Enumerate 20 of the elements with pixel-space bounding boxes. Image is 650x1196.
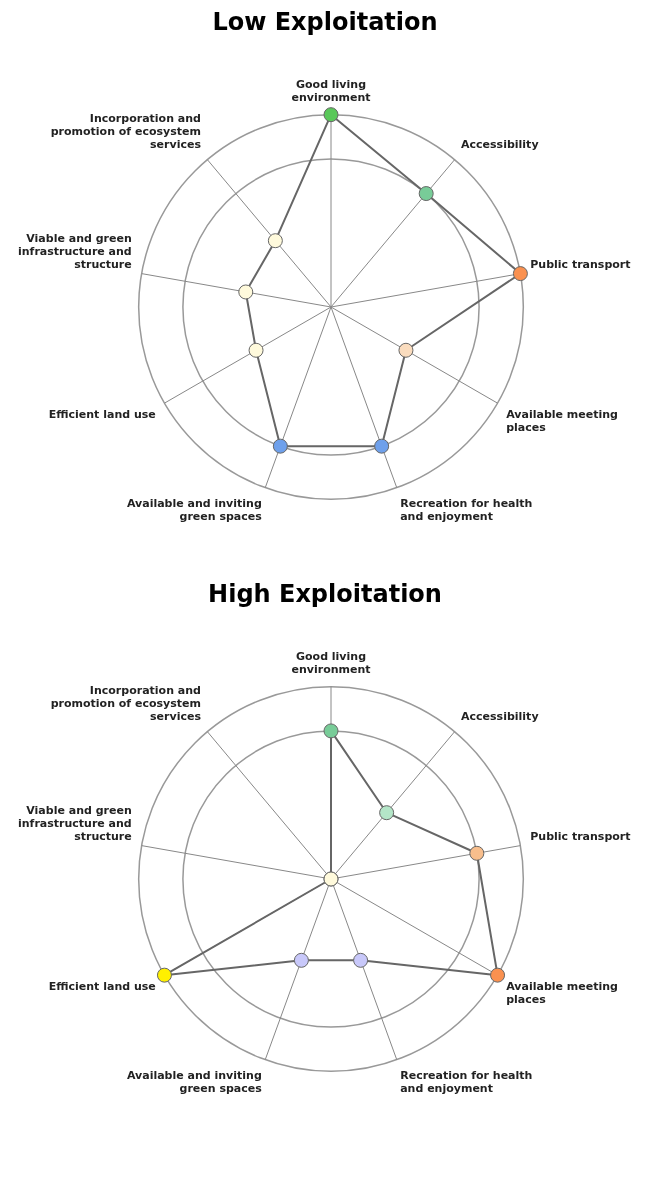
spoke-label: Efficient land use — [48, 979, 156, 993]
spoke-label: Efficient land use — [48, 407, 156, 421]
spoke-label: Accessibility — [461, 710, 539, 724]
spoke-label: Public transport — [530, 830, 631, 844]
spoke-label: Available meeting places — [506, 407, 618, 434]
spoke-label: Available meeting places — [506, 979, 618, 1006]
spoke-label: Recreation for health and enjoyment — [400, 496, 533, 523]
spoke-label: Viable and green infrastructure and structure — [18, 803, 132, 844]
spoke-label: Viable and green infrastructure and structure — [18, 231, 132, 272]
chart-title: Low Exploitation — [211, 8, 439, 36]
spoke-label: Good living environment — [291, 649, 371, 676]
spoke-label: Available and inviting green spaces — [126, 1068, 263, 1095]
spoke-label: Recreation for health and enjoyment — [400, 1068, 533, 1095]
spoke-label: Available and inviting green spaces — [126, 496, 263, 523]
spoke-label: Good living environment — [291, 77, 371, 104]
chart-title: High Exploitation — [207, 580, 443, 608]
spoke-label: Incorporation and promotion of ecosystem services — [50, 683, 202, 724]
spoke-label: Public transport — [530, 258, 631, 272]
spoke-label: Incorporation and promotion of ecosystem services — [50, 111, 202, 152]
spoke-label: Accessibility — [461, 138, 539, 152]
